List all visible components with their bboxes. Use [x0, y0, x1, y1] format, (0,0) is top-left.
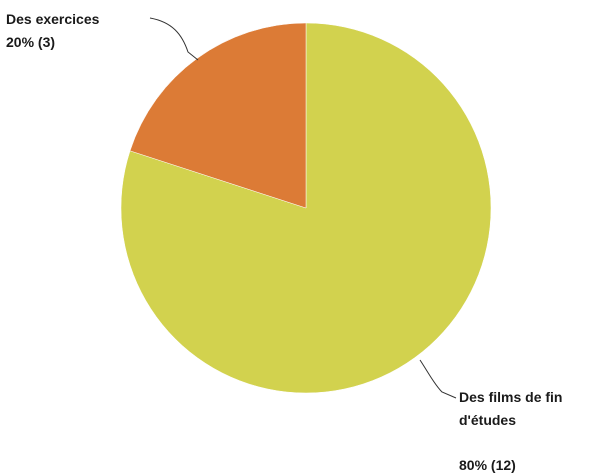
slice-label-films-line2: d'études — [459, 412, 516, 428]
pie-slice-1 — [129, 22, 307, 209]
slice-label-exercices: Des exercices — [6, 11, 100, 27]
slice-label-films-line1: Des films de fin — [459, 389, 562, 405]
slice-value-films: 80% (12) — [459, 457, 516, 473]
slice-value-exercices: 20% (3) — [6, 34, 55, 50]
leader-line-films — [419, 359, 457, 399]
leader-line-exercices — [149, 17, 199, 61]
pie-slices — [120, 22, 492, 394]
